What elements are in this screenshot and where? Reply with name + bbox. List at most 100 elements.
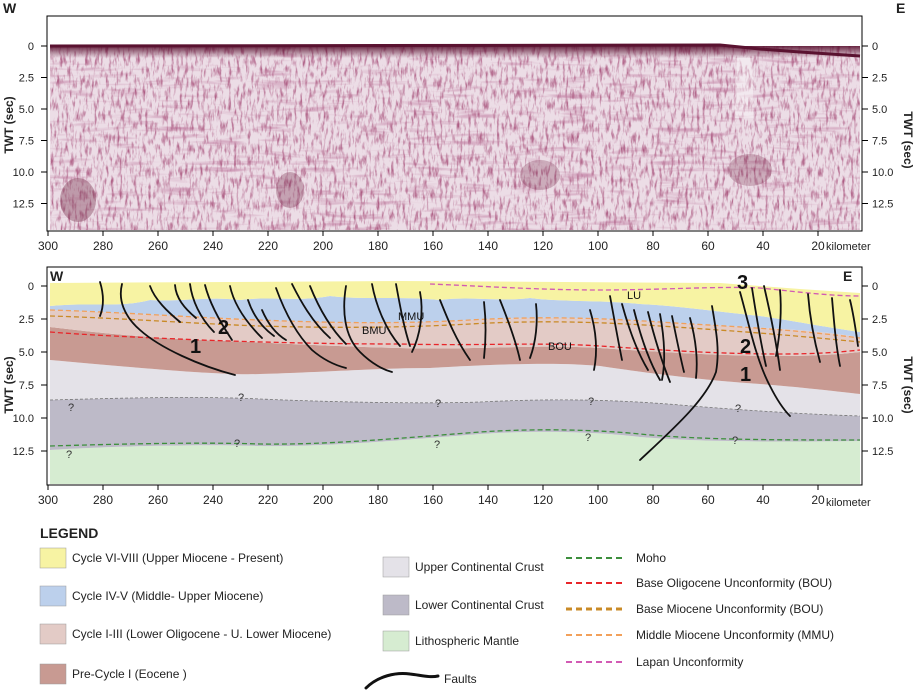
legend-fill-label: Upper Continental Crust bbox=[415, 560, 544, 574]
y-tick-label-left: 7.5 bbox=[19, 136, 34, 148]
y-tick-label-right: 12.5 bbox=[872, 199, 893, 211]
bottom-left-y-title: TWT (sec) bbox=[2, 356, 16, 413]
legend-swatch bbox=[382, 630, 410, 652]
legend-line-label: Base Miocene Unconformity (BOU) bbox=[636, 602, 823, 616]
legend-swatch bbox=[382, 556, 410, 578]
seismic-panel bbox=[46, 15, 863, 232]
label-mmu: MMU bbox=[398, 311, 424, 323]
question-mark: ? bbox=[66, 449, 72, 461]
x-tick-label: 180 bbox=[368, 239, 388, 253]
x-tick-label: 100 bbox=[588, 493, 608, 507]
question-mark: ? bbox=[68, 402, 74, 414]
legend-fill-label: Lower Continental Crust bbox=[415, 598, 544, 612]
y-tick-label-left: 2.5 bbox=[19, 73, 34, 85]
y-tick-label-right: 2.5 bbox=[872, 314, 887, 326]
x-tick-label: 100 bbox=[588, 239, 608, 253]
top-west-label: W bbox=[3, 0, 17, 16]
y-tick-label-right: 7.5 bbox=[872, 136, 887, 148]
x-tick-label: 220 bbox=[258, 239, 278, 253]
bottom-axis-ticks: 0 0 2.5 2.5 5.0 5.0 7.5 7.5 10.0 10.0 12.5 12.5 300 2… bbox=[13, 281, 894, 507]
question-mark: ? bbox=[238, 392, 244, 404]
x-tick-label: 140 bbox=[478, 493, 498, 507]
legend-line-label: Moho bbox=[636, 551, 666, 565]
x-tick-label: 300 bbox=[38, 239, 58, 253]
y-tick-label-right: 0 bbox=[872, 41, 878, 53]
y-tick-label-left: 0 bbox=[28, 41, 34, 53]
question-mark: ? bbox=[588, 396, 594, 408]
top-right-y-title: TWT (sec) bbox=[901, 111, 913, 168]
cycle-2-east: 2 bbox=[740, 336, 751, 358]
question-mark: ? bbox=[434, 439, 440, 451]
bottom-x-unit: kilometer bbox=[826, 497, 871, 509]
legend-swatch bbox=[39, 585, 67, 607]
legend-fill-label: Lithospheric Mantle bbox=[415, 634, 519, 648]
x-tick-label: 120 bbox=[533, 239, 553, 253]
x-tick-label: 80 bbox=[646, 239, 660, 253]
bottom-right-y-title: TWT (sec) bbox=[901, 356, 913, 413]
y-tick-label-right: 2.5 bbox=[872, 73, 887, 85]
y-tick-label-right: 10.0 bbox=[872, 413, 893, 425]
cycle-3-east: 3 bbox=[737, 272, 748, 294]
interpretation-panel bbox=[46, 266, 863, 486]
y-tick-label-left: 12.5 bbox=[13, 446, 34, 458]
y-tick-label-left: 7.5 bbox=[19, 380, 34, 392]
question-mark: ? bbox=[234, 438, 240, 450]
legend-swatch bbox=[382, 594, 410, 616]
x-tick-label: 300 bbox=[38, 493, 58, 507]
x-tick-label: 200 bbox=[313, 239, 333, 253]
y-tick-label-left: 10.0 bbox=[13, 413, 34, 425]
legend-swatch bbox=[39, 547, 67, 569]
legend-swatch bbox=[39, 623, 67, 645]
x-tick-label: 260 bbox=[148, 493, 168, 507]
legend-line-label: Base Oligocene Unconformity (BOU) bbox=[636, 576, 832, 590]
x-tick-label: 220 bbox=[258, 493, 278, 507]
legend-line-label: Lapan Unconformity bbox=[636, 655, 743, 669]
x-tick-label: 120 bbox=[533, 493, 553, 507]
legend-fill-label: Pre-Cycle I (Eocene ) bbox=[72, 667, 187, 681]
y-tick-label-left: 5.0 bbox=[19, 104, 34, 116]
y-tick-label-left: 5.0 bbox=[19, 347, 34, 359]
top-left-y-title: TWT (sec) bbox=[2, 96, 16, 153]
x-tick-label: 20 bbox=[811, 493, 825, 507]
y-tick-label-right: 12.5 bbox=[872, 446, 893, 458]
x-tick-label: 160 bbox=[423, 493, 443, 507]
x-tick-label: 40 bbox=[756, 239, 770, 253]
y-tick-label-left: 10.0 bbox=[13, 167, 34, 179]
x-tick-label: 160 bbox=[423, 239, 443, 253]
x-tick-label: 240 bbox=[203, 493, 223, 507]
legend-swatch bbox=[39, 663, 67, 685]
y-tick-label-left: 0 bbox=[28, 281, 34, 293]
x-tick-label: 80 bbox=[646, 493, 660, 507]
x-tick-label: 180 bbox=[368, 493, 388, 507]
x-tick-label: 240 bbox=[203, 239, 223, 253]
y-tick-label-right: 5.0 bbox=[872, 104, 887, 116]
top-x-unit: kilometer bbox=[826, 241, 871, 253]
top-axis-ticks: 0 0 2.5 2.5 5.0 5.0 7.5 7.5 10.0 10.0 12.5 12.5 300 2… bbox=[13, 41, 894, 253]
x-tick-label: 20 bbox=[811, 239, 825, 253]
label-bmu: BMU bbox=[362, 325, 387, 337]
x-tick-label: 200 bbox=[313, 493, 333, 507]
y-tick-label-left: 12.5 bbox=[13, 199, 34, 211]
y-tick-label-left: 2.5 bbox=[19, 314, 34, 326]
legend-fill-label: Cycle IV-V (Middle- Upper Miocene) bbox=[72, 589, 263, 603]
bottom-west-label: W bbox=[50, 268, 64, 284]
legend-fill-label: Cycle I-III (Lower Oligocene - U. Lower … bbox=[72, 627, 331, 641]
x-tick-label: 280 bbox=[93, 239, 113, 253]
cycle-1-west: 1 bbox=[190, 336, 201, 358]
x-tick-label: 280 bbox=[93, 493, 113, 507]
legend-fault-symbol bbox=[364, 672, 440, 690]
x-tick-label: 60 bbox=[701, 493, 715, 507]
legend: Cycle VI-VIII (Upper Miocene - Present) C… bbox=[39, 547, 834, 690]
legend-line-label: Middle Miocene Unconformity (MMU) bbox=[636, 628, 834, 642]
top-east-label: E bbox=[896, 0, 905, 16]
cycle-1-east: 1 bbox=[740, 364, 751, 386]
cycle-2-west: 2 bbox=[218, 317, 229, 339]
bottom-east-label: E bbox=[843, 268, 852, 284]
x-tick-label: 260 bbox=[148, 239, 168, 253]
question-mark: ? bbox=[435, 398, 441, 410]
y-tick-label-right: 10.0 bbox=[872, 167, 893, 179]
y-tick-label-right: 0 bbox=[872, 281, 878, 293]
y-tick-label-right: 7.5 bbox=[872, 380, 887, 392]
question-mark: ? bbox=[732, 435, 738, 447]
